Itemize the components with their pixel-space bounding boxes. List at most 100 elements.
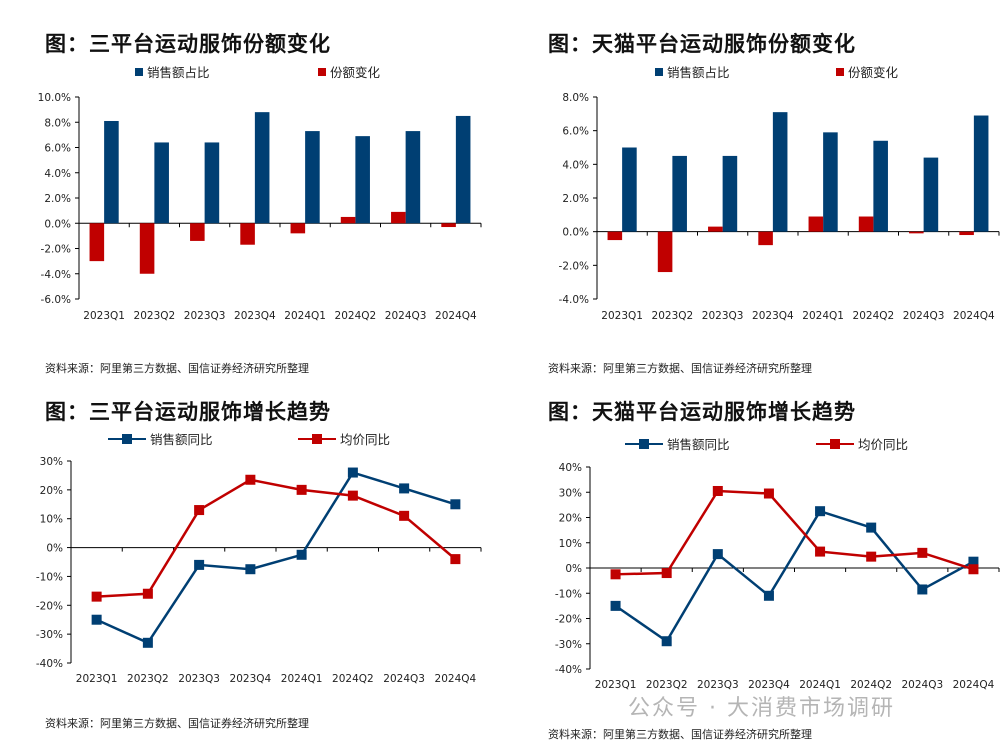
x-tick-label: 2024Q3 [903, 310, 945, 322]
y-tick-label: 6.0% [562, 126, 589, 138]
x-tick-label: 2024Q3 [383, 673, 425, 685]
x-tick-label: 2023Q1 [601, 310, 643, 322]
y-tick-label: 4.0% [44, 168, 71, 180]
chart-title-1: 图：三平台运动服饰份额变化 [45, 32, 331, 56]
data-point [142, 588, 153, 599]
bar-share-change [89, 223, 105, 262]
x-tick-label: 2024Q4 [435, 673, 477, 685]
legend-item: 销售额同比 [625, 434, 730, 453]
y-tick-label: -40% [555, 664, 582, 676]
chart-title-3: 图：三平台运动服饰增长趋势 [45, 400, 331, 424]
bar-share-change [290, 223, 306, 234]
data-point [610, 600, 621, 611]
y-tick-label: 8.0% [562, 92, 589, 104]
data-point [142, 637, 153, 648]
legend-swatch [135, 67, 143, 76]
x-tick-label: 2023Q2 [127, 673, 169, 685]
data-point [347, 490, 358, 501]
bar-share-change [657, 231, 673, 273]
y-tick-label: 20% [559, 513, 582, 525]
series-line-sales-yoy [614, 509, 975, 644]
x-tick-label: 2023Q1 [83, 310, 125, 322]
bar-sales-share [355, 136, 370, 224]
y-tick-label: -2.0% [559, 260, 589, 272]
legend-label: 销售额同比 [667, 437, 730, 452]
source-note: 资料来源：阿里第三方数据、国信证券经济研究所整理 [548, 728, 812, 741]
bar-share-change [240, 223, 255, 245]
legend-label: 销售额同比 [150, 432, 213, 447]
series-line-price-yoy [615, 489, 974, 576]
data-point [296, 484, 307, 495]
legend-label: 销售额占比 [147, 65, 210, 80]
bar-sales-share [254, 112, 270, 224]
data-point [347, 467, 358, 478]
bar-sales-share [973, 115, 989, 232]
y-tick-label: 0.0% [44, 218, 71, 230]
data-point [712, 549, 723, 560]
bar-sales-share [204, 142, 220, 224]
legend-line-marker [108, 433, 146, 444]
data-point [866, 551, 877, 562]
data-point [661, 636, 672, 647]
y-tick-label: 6.0% [44, 143, 71, 155]
x-tick-label: 2023Q3 [697, 679, 739, 691]
bar-share-change [139, 223, 155, 274]
data-point [866, 522, 877, 533]
x-tick-label: 2024Q2 [850, 679, 892, 691]
y-tick-label: 0% [46, 543, 63, 555]
bar-sales-share [305, 131, 320, 224]
legend-swatch [318, 67, 326, 76]
x-tick-label: 2023Q4 [752, 310, 794, 322]
data-point [194, 559, 205, 570]
y-tick-label: -30% [555, 639, 582, 651]
bar-share-change [909, 231, 924, 234]
bar-share-change [758, 231, 773, 246]
bar-sales-share [455, 115, 471, 224]
legend-item: 销售额占比 [655, 62, 730, 81]
x-tick-label: 2023Q4 [748, 679, 790, 691]
data-point [450, 499, 461, 510]
legend-item: 份额变化 [836, 62, 898, 81]
legend-item: 销售额同比 [108, 429, 213, 448]
series-line-price-yoy [96, 478, 457, 598]
bar-sales-share [923, 157, 939, 232]
data-point [450, 554, 461, 565]
y-tick-label: 10% [40, 514, 63, 526]
bar-share-change [340, 216, 356, 224]
x-tick-label: 2024Q4 [953, 310, 995, 322]
data-point [245, 474, 256, 485]
chart-title-4: 图：天猫平台运动服饰增长趋势 [548, 400, 856, 424]
y-tick-label: 0.0% [562, 227, 589, 239]
x-tick-label: 2023Q1 [76, 673, 118, 685]
y-tick-label: -10% [555, 588, 582, 600]
legend-line-marker [625, 438, 663, 449]
bar-sales-share [154, 142, 169, 224]
bar-sales-share [405, 131, 421, 224]
x-tick-label: 2023Q1 [595, 679, 637, 691]
x-tick-label: 2024Q1 [281, 673, 323, 685]
y-tick-label: 10.0% [38, 92, 71, 104]
x-tick-label: 2023Q3 [178, 673, 220, 685]
legend-line-marker [816, 438, 854, 449]
data-point [968, 564, 979, 575]
data-point [917, 584, 928, 595]
bar-share-change [607, 231, 623, 241]
bar-share-change [391, 211, 406, 224]
x-tick-label: 2024Q2 [332, 673, 374, 685]
legend-label: 份额变化 [330, 65, 381, 80]
source-note: 资料来源：阿里第三方数据、国信证券经济研究所整理 [45, 717, 309, 730]
y-tick-label: -40% [36, 658, 63, 670]
y-tick-label: 30% [559, 487, 582, 499]
y-tick-label: -4.0% [559, 294, 589, 306]
y-tick-label: 40% [559, 462, 582, 474]
y-tick-label: 10% [559, 538, 582, 550]
legend-line-marker [298, 433, 336, 444]
bar-sales-share [823, 132, 838, 232]
watermark: 公众号 · 大消费市场调研 [628, 696, 895, 721]
y-tick-label: 20% [40, 485, 63, 497]
bar-sales-share [672, 155, 687, 232]
x-tick-label: 2023Q2 [652, 310, 694, 322]
y-tick-label: -2.0% [41, 244, 71, 256]
